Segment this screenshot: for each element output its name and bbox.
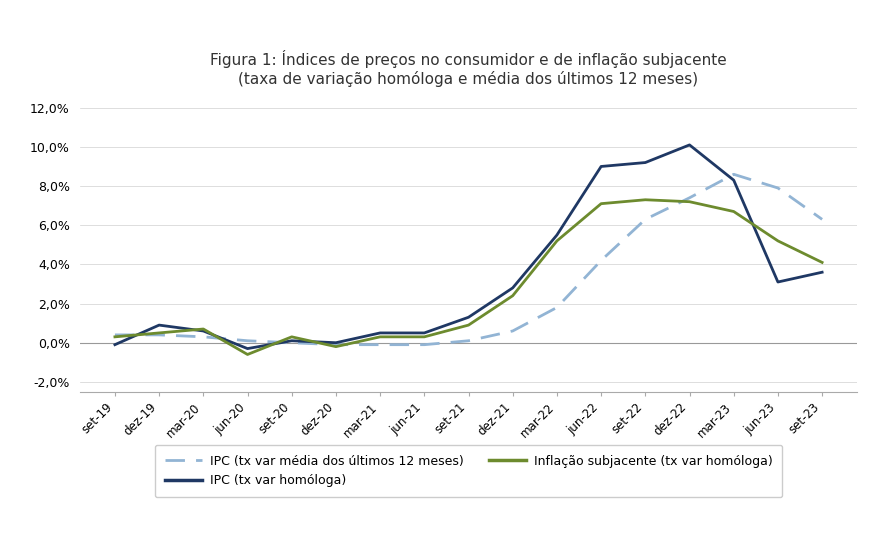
Inflação subjacente (tx var homóloga) [419,333,430,340]
Inflação subjacente (tx var homóloga) [728,208,739,215]
IPC (tx var média dos últimos 12 meses) [552,304,562,311]
IPC (tx var homóloga) [728,177,739,183]
IPC (tx var homóloga) [375,330,385,336]
Title: Figura 1: Índices de preços no consumidor e de inflação subjacente
(taxa de vari: Figura 1: Índices de preços no consumido… [210,51,727,87]
IPC (tx var homóloga) [331,339,341,346]
IPC (tx var média dos últimos 12 meses) [419,342,430,348]
IPC (tx var homóloga) [198,327,209,334]
IPC (tx var média dos últimos 12 meses) [198,333,209,340]
IPC (tx var média dos últimos 12 meses) [507,327,518,334]
Inflação subjacente (tx var homóloga) [684,199,695,205]
IPC (tx var homóloga) [817,269,827,275]
IPC (tx var média dos últimos 12 meses) [154,332,164,338]
IPC (tx var homóloga) [242,345,253,352]
Inflação subjacente (tx var homóloga) [110,333,120,340]
Line: IPC (tx var homóloga): IPC (tx var homóloga) [115,145,822,349]
IPC (tx var homóloga) [419,330,430,336]
Inflação subjacente (tx var homóloga) [507,293,518,299]
Inflação subjacente (tx var homóloga) [286,333,297,340]
IPC (tx var homóloga) [110,342,120,348]
IPC (tx var homóloga) [154,322,164,329]
Inflação subjacente (tx var homóloga) [463,322,474,329]
IPC (tx var média dos últimos 12 meses) [110,332,120,338]
IPC (tx var homóloga) [286,337,297,344]
Inflação subjacente (tx var homóloga) [640,196,651,203]
IPC (tx var média dos últimos 12 meses) [640,216,651,222]
IPC (tx var média dos últimos 12 meses) [242,337,253,344]
IPC (tx var homóloga) [596,163,606,170]
IPC (tx var homóloga) [640,159,651,166]
IPC (tx var média dos últimos 12 meses) [375,342,385,348]
Inflação subjacente (tx var homóloga) [817,259,827,265]
Inflação subjacente (tx var homóloga) [331,343,341,350]
IPC (tx var média dos últimos 12 meses) [596,257,606,264]
IPC (tx var média dos últimos 12 meses) [773,185,783,191]
Inflação subjacente (tx var homóloga) [154,330,164,336]
Legend: IPC (tx var média dos últimos 12 meses), IPC (tx var homóloga), Inflação subjace: IPC (tx var média dos últimos 12 meses),… [155,445,782,497]
IPC (tx var homóloga) [463,314,474,320]
IPC (tx var média dos últimos 12 meses) [728,171,739,177]
Inflação subjacente (tx var homóloga) [375,333,385,340]
IPC (tx var homóloga) [773,279,783,285]
IPC (tx var média dos últimos 12 meses) [463,337,474,344]
Inflação subjacente (tx var homóloga) [198,326,209,332]
Inflação subjacente (tx var homóloga) [773,238,783,244]
IPC (tx var média dos últimos 12 meses) [331,342,341,348]
IPC (tx var homóloga) [552,232,562,238]
Line: IPC (tx var média dos últimos 12 meses): IPC (tx var média dos últimos 12 meses) [115,174,822,345]
IPC (tx var média dos últimos 12 meses) [684,195,695,201]
Inflação subjacente (tx var homóloga) [552,238,562,244]
Line: Inflação subjacente (tx var homóloga): Inflação subjacente (tx var homóloga) [115,200,822,355]
Inflação subjacente (tx var homóloga) [242,351,253,358]
IPC (tx var homóloga) [507,285,518,291]
IPC (tx var média dos últimos 12 meses) [286,339,297,346]
Inflação subjacente (tx var homóloga) [596,200,606,207]
IPC (tx var homóloga) [684,141,695,148]
IPC (tx var média dos últimos 12 meses) [817,216,827,222]
